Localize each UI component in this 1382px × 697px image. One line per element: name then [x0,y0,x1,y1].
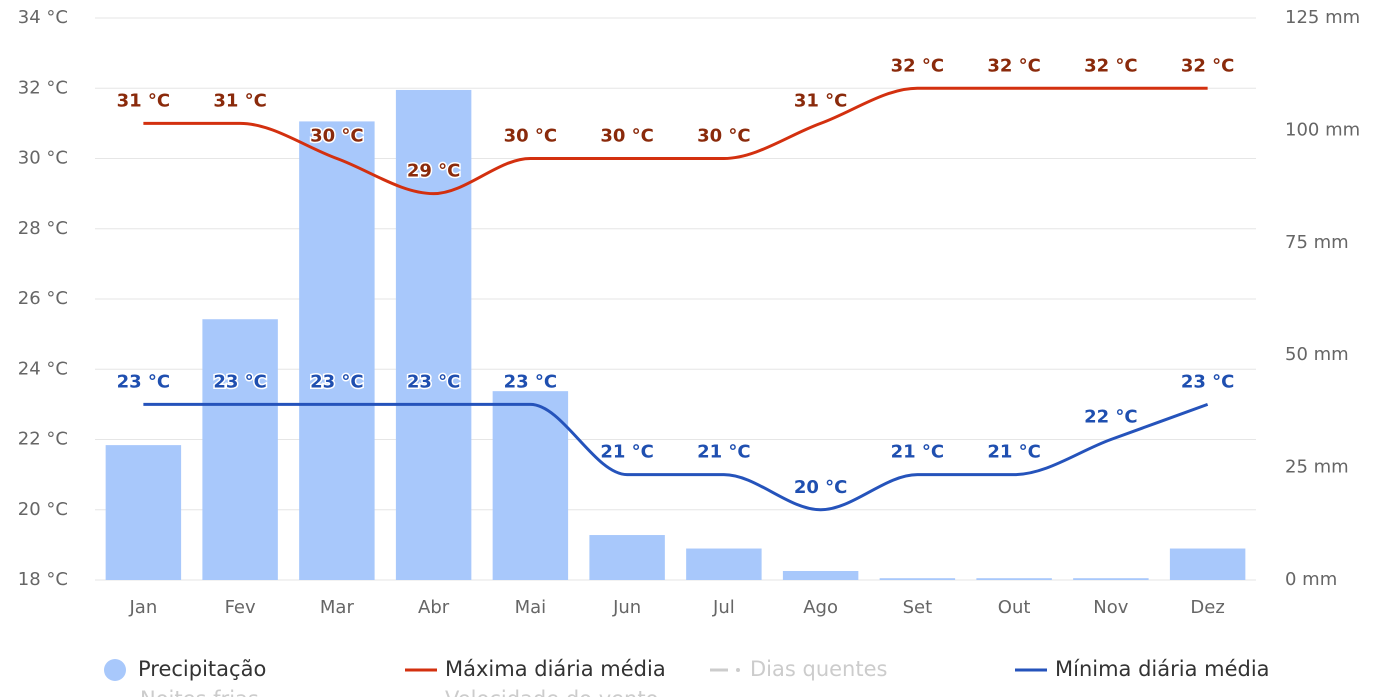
precipitation-bar [686,548,762,580]
x-tick-label: Jul [712,597,735,618]
y-tick-label: 28 °C [18,218,68,239]
data-label: 23 °C [1181,371,1235,392]
data-label: 23 °C [310,371,364,392]
precipitation-bar [1169,548,1246,580]
legend-label[interactable]: Noites frias [140,687,259,697]
y2-tick-label: 25 mm [1285,457,1349,478]
y-tick-label: 32 °C [18,77,68,98]
temperature-line [143,86,1208,196]
data-label: 21 °C [600,442,654,463]
y2-tick-label: 100 mm [1285,119,1360,140]
data-label: 23 °C [117,371,171,392]
precipitation-bar [395,89,472,580]
data-label: 30 °C [310,126,364,147]
data-label: 31 °C [117,90,171,111]
y2-tick-label: 0 mm [1285,569,1337,590]
x-tick-label: Jan [129,597,158,618]
legend-label[interactable]: Precipitação [138,657,266,681]
temperature-line [143,402,1209,512]
x-tick-label: Ago [803,597,838,618]
legend-label[interactable]: Máxima diária média [445,657,666,681]
y2-tick-label: 50 mm [1285,344,1349,365]
y-tick-label: 34 °C [18,7,68,28]
x-tick-label: Nov [1093,597,1128,618]
data-label: 30 °C [600,126,654,147]
y2-tick-label: 75 mm [1285,232,1349,253]
y-tick-label: 26 °C [18,288,68,309]
x-tick-label: Jun [612,597,641,618]
legend-label[interactable]: Dias quentes [750,657,887,681]
precipitation-bar [492,391,569,580]
precipitation-bar [879,578,956,580]
precipitation-bar [1073,578,1149,580]
data-label: 21 °C [987,442,1041,463]
precipitation-bar [589,535,665,580]
data-label: 20 °C [794,477,848,498]
data-label: 23 °C [213,371,267,392]
data-label: 32 °C [891,55,945,76]
data-label: 29 °C [407,161,461,182]
data-label: 32 °C [1084,55,1138,76]
data-label: 32 °C [1181,55,1235,76]
legend-symbol [736,668,740,672]
y-tick-label: 22 °C [18,429,68,450]
y-tick-label: 30 °C [18,148,68,169]
data-label: 32 °C [987,55,1041,76]
legend-label[interactable]: Mínima diária média [1055,657,1270,681]
precipitation-bar [976,578,1052,580]
y-tick-label: 20 °C [18,499,68,520]
data-label: 21 °C [697,442,751,463]
data-label: 30 °C [504,126,558,147]
x-tick-label: Fev [225,597,256,618]
x-tick-label: Mar [320,597,355,618]
data-label: 31 °C [794,90,848,111]
y-tick-label: 24 °C [18,358,68,379]
precipitation-bar [105,445,182,580]
data-label: 23 °C [407,371,461,392]
data-label: 23 °C [504,371,558,392]
data-label: 22 °C [1084,407,1138,428]
x-tick-label: Set [903,597,933,618]
y2-tick-label: 125 mm [1285,7,1360,28]
precipitation-bar [299,121,375,581]
x-tick-label: Abr [418,597,450,618]
precipitation-bar [202,319,278,580]
y-tick-label: 18 °C [18,569,68,590]
data-label: 31 °C [213,90,267,111]
legend-symbol [104,659,126,681]
x-tick-label: Dez [1190,597,1224,618]
legend-label[interactable]: Velocidade do vento [445,687,658,697]
precipitation-bar [782,571,859,580]
data-label: 21 °C [891,442,945,463]
data-label: 30 °C [697,126,751,147]
x-tick-label: Mai [515,597,547,618]
x-tick-label: Out [998,597,1031,618]
